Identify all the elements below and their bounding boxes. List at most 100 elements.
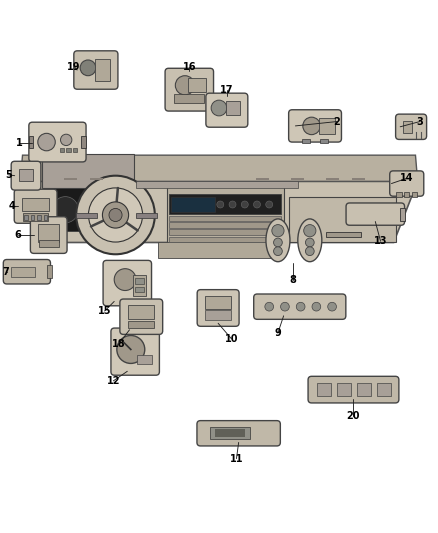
Bar <box>81 136 86 148</box>
Circle shape <box>274 247 283 256</box>
Bar <box>256 178 269 180</box>
Text: 17: 17 <box>220 85 233 95</box>
Bar <box>39 240 59 247</box>
Bar <box>44 188 132 231</box>
Bar <box>60 148 64 152</box>
Bar <box>352 178 365 180</box>
Bar <box>128 305 154 319</box>
Bar <box>400 207 405 221</box>
Bar <box>135 278 145 284</box>
Circle shape <box>52 197 78 223</box>
FancyBboxPatch shape <box>111 328 159 375</box>
Text: 1: 1 <box>16 138 22 148</box>
Bar <box>166 185 285 247</box>
Bar <box>169 216 282 221</box>
Text: 8: 8 <box>290 276 297 286</box>
Text: 18: 18 <box>112 339 125 349</box>
Text: 12: 12 <box>106 376 120 386</box>
Text: 10: 10 <box>225 334 238 344</box>
Bar <box>38 224 59 241</box>
Circle shape <box>102 202 129 228</box>
Text: 15: 15 <box>98 306 111 316</box>
Text: 5: 5 <box>5 170 12 180</box>
Bar <box>29 136 33 148</box>
Bar <box>90 178 103 180</box>
Bar <box>136 181 297 188</box>
FancyBboxPatch shape <box>197 421 280 446</box>
FancyBboxPatch shape <box>103 261 152 306</box>
FancyBboxPatch shape <box>74 51 118 89</box>
Circle shape <box>305 247 314 256</box>
Polygon shape <box>42 154 134 188</box>
Polygon shape <box>20 155 418 181</box>
Bar <box>73 148 77 152</box>
FancyBboxPatch shape <box>30 217 67 253</box>
Bar <box>136 213 157 217</box>
Text: 2: 2 <box>333 117 340 126</box>
Bar <box>31 215 34 220</box>
Bar <box>44 215 47 220</box>
Bar <box>64 178 77 180</box>
Circle shape <box>60 134 72 146</box>
FancyBboxPatch shape <box>29 122 86 162</box>
Circle shape <box>175 76 194 95</box>
Bar <box>37 215 41 220</box>
FancyBboxPatch shape <box>197 289 239 326</box>
Bar <box>319 118 335 134</box>
Text: 20: 20 <box>347 411 360 421</box>
Ellipse shape <box>298 219 322 262</box>
FancyBboxPatch shape <box>346 203 405 225</box>
Bar <box>158 243 280 258</box>
Circle shape <box>114 202 130 217</box>
Circle shape <box>109 208 122 222</box>
Text: 14: 14 <box>400 173 413 183</box>
Bar <box>19 169 33 181</box>
Text: 6: 6 <box>15 230 21 240</box>
Bar <box>289 197 396 243</box>
FancyBboxPatch shape <box>165 68 214 111</box>
Circle shape <box>211 100 227 116</box>
Circle shape <box>254 201 261 208</box>
Circle shape <box>305 238 314 247</box>
Bar <box>24 215 28 220</box>
Bar <box>188 78 206 92</box>
Text: 13: 13 <box>374 236 387 246</box>
Bar <box>210 427 250 439</box>
Circle shape <box>229 201 236 208</box>
Bar <box>169 237 282 243</box>
Circle shape <box>38 133 55 151</box>
Text: 11: 11 <box>230 454 243 464</box>
Bar <box>396 192 402 197</box>
Bar <box>412 192 417 197</box>
Bar <box>22 198 49 211</box>
Bar <box>169 195 282 214</box>
Bar <box>302 139 310 143</box>
Text: 7: 7 <box>3 266 9 277</box>
Bar <box>174 94 204 103</box>
Circle shape <box>281 302 289 311</box>
Bar <box>205 310 231 320</box>
Bar <box>171 197 215 212</box>
Bar <box>215 430 245 437</box>
Bar <box>205 296 231 309</box>
Circle shape <box>80 60 96 76</box>
Bar <box>134 275 146 296</box>
Text: 3: 3 <box>417 117 423 126</box>
FancyBboxPatch shape <box>11 161 41 190</box>
Circle shape <box>296 302 305 311</box>
Circle shape <box>87 197 113 223</box>
FancyBboxPatch shape <box>289 110 342 142</box>
FancyBboxPatch shape <box>254 294 346 319</box>
Bar <box>169 229 282 235</box>
Bar <box>169 222 282 228</box>
Bar <box>11 267 35 277</box>
Ellipse shape <box>266 219 290 262</box>
Bar <box>66 148 71 152</box>
Text: 16: 16 <box>183 61 196 71</box>
Bar <box>337 383 351 396</box>
Text: 9: 9 <box>275 328 281 338</box>
Bar <box>135 287 145 292</box>
Circle shape <box>274 238 283 247</box>
Circle shape <box>76 176 155 254</box>
Circle shape <box>117 335 145 364</box>
